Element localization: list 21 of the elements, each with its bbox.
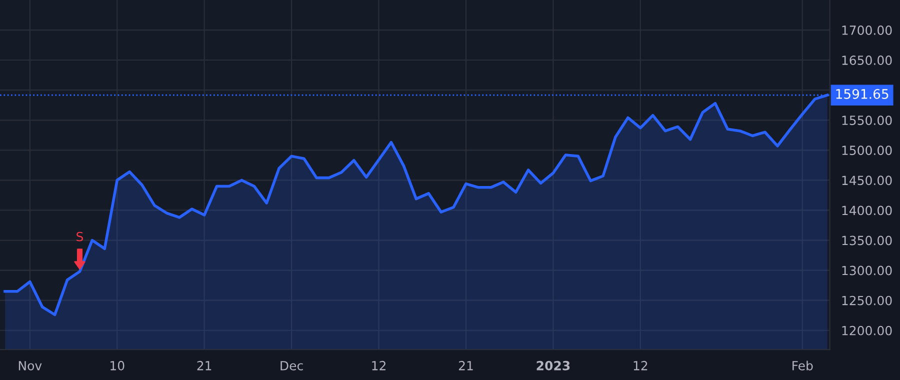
x-tick-label: 21 xyxy=(458,360,473,370)
y-tick-label: 1650.00 xyxy=(842,56,892,65)
x-tick-label: 12 xyxy=(634,360,648,370)
annotation: S xyxy=(76,232,84,242)
x-tick-label: Nov xyxy=(18,361,42,370)
x-tick-label: Feb xyxy=(792,360,813,370)
x-tick-label: Dec xyxy=(280,361,303,370)
y-tick-label: 1550.00 xyxy=(842,116,892,126)
y-tick-label: 1300.00 xyxy=(842,266,892,276)
y-tick-label: 1500.00 xyxy=(842,146,892,156)
y-tick-label: 1250.00 xyxy=(842,296,892,306)
y-tick-label: 1200.00 xyxy=(842,326,892,336)
y-tick-label: 1700.00 xyxy=(842,26,892,35)
ref-line-label: 1591.65 xyxy=(836,88,888,99)
y-tick-label: 1450.00 xyxy=(842,176,892,186)
y-tick-label: 1400.00 xyxy=(842,206,892,216)
x-tick-label: 10 xyxy=(110,360,124,370)
x-tick-label: 21 xyxy=(197,360,212,370)
y-tick-label: 1350.00 xyxy=(842,236,892,246)
x-tick-label: 2023 xyxy=(536,360,570,370)
x-tick-label: 12 xyxy=(372,360,386,370)
